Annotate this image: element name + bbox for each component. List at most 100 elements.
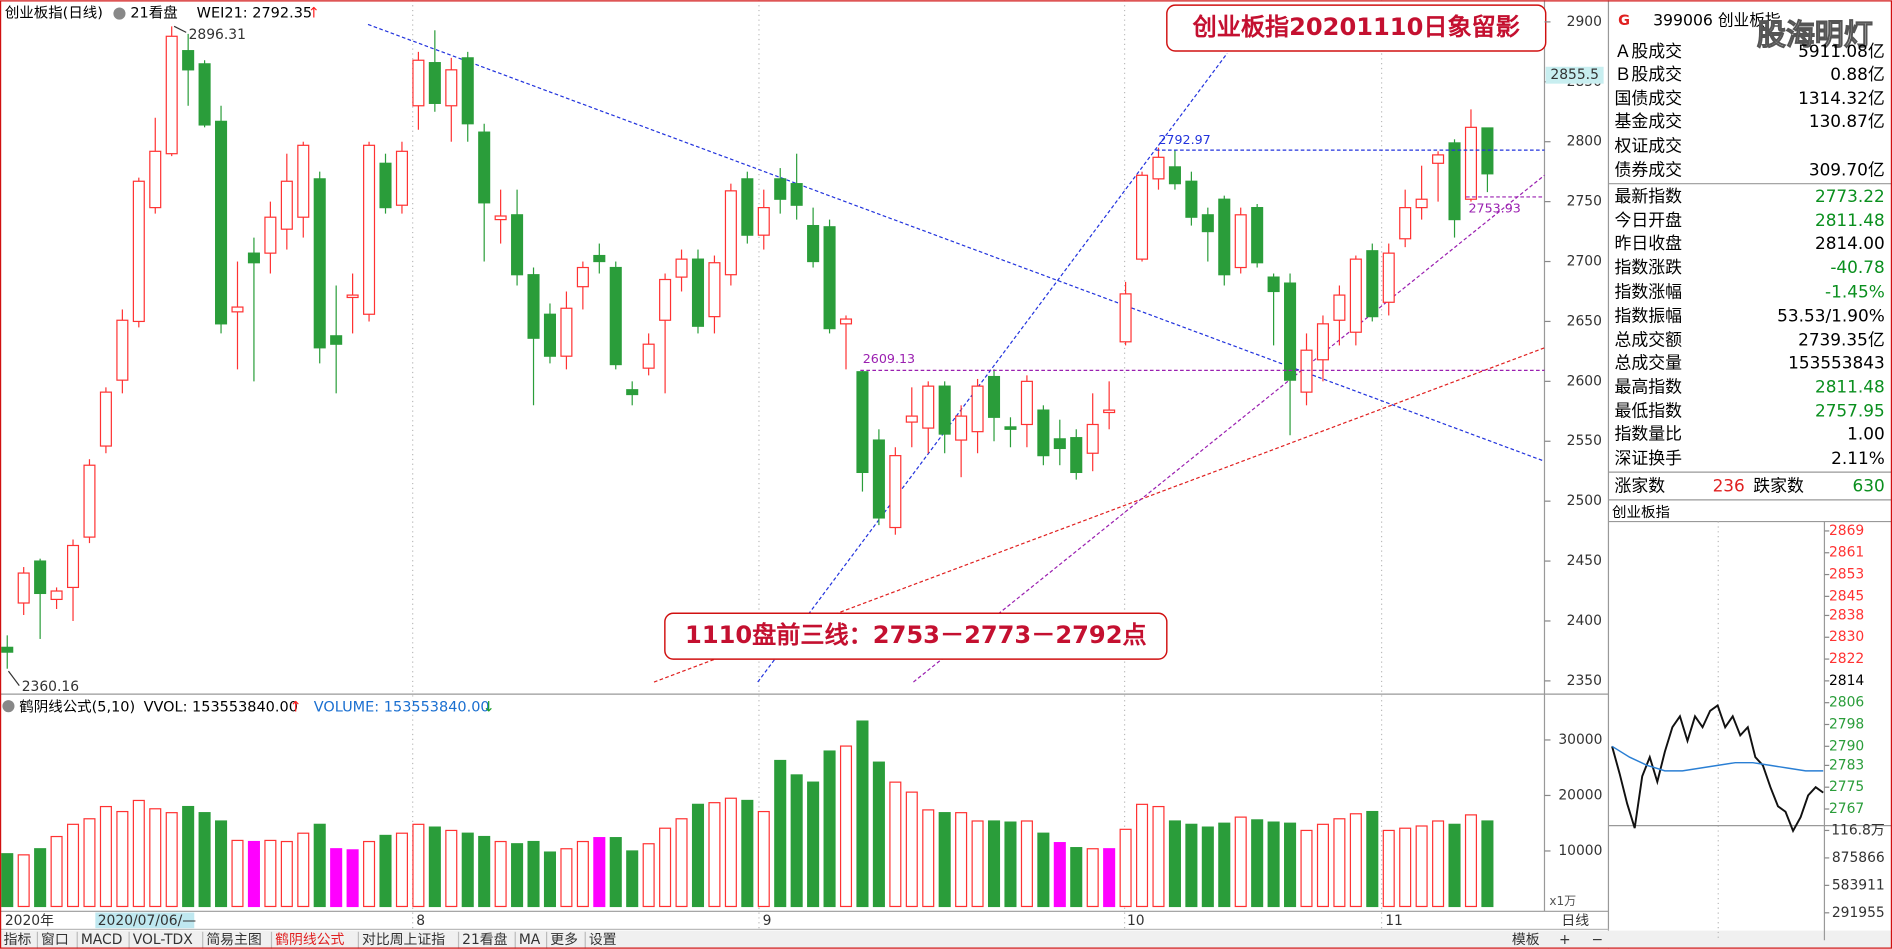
volume-bar (17, 854, 30, 908)
breadth-value: 630 (1853, 476, 1885, 496)
toolbar-tab[interactable]: MA (519, 932, 541, 948)
volume-bar (1333, 818, 1346, 908)
row-value: 1.00 (1847, 424, 1885, 444)
candle-body (1349, 258, 1362, 333)
candle-body (659, 278, 672, 321)
toolbar-tab[interactable]: MACD (81, 932, 123, 948)
candle-body (1415, 198, 1428, 209)
row-value: 153553843 (1788, 352, 1885, 372)
y-tick-label: 20000 (1558, 787, 1602, 803)
row-label: 指数量比 (1614, 424, 1682, 444)
y-tick-label: 2869 (1829, 523, 1864, 539)
candle-body (807, 224, 820, 263)
toolbar-button[interactable]: + (1559, 932, 1571, 948)
volume-bar (1284, 822, 1297, 908)
low-pointer (7, 670, 20, 686)
volume-bar (922, 809, 935, 908)
candle-body (708, 262, 721, 318)
candle-body (560, 307, 573, 357)
toolbar-tab[interactable]: 21看盘 (462, 931, 507, 948)
intraday-line (1611, 745, 1824, 772)
vvol-arrow: ↑ (290, 699, 302, 715)
volume-bar (34, 848, 47, 908)
candle-body (379, 162, 392, 209)
candle-body (1053, 438, 1066, 450)
volume-bar (215, 820, 228, 908)
period-label[interactable]: 日线 (1561, 913, 1589, 929)
candle-body (247, 252, 260, 264)
volume-bar (560, 848, 573, 908)
candle-body (1448, 142, 1461, 221)
breadth-label: 跌家数 (1753, 476, 1804, 496)
candle-body (642, 343, 655, 369)
volume-bar (691, 803, 705, 908)
volume-bar (1168, 820, 1181, 908)
row-label: 今日开盘 (1614, 210, 1682, 230)
candle-body (428, 62, 441, 104)
toolbar-tab[interactable]: 简易主图 (206, 931, 261, 948)
candle-body (1086, 423, 1099, 454)
y-tick-label: 116.8万 (1831, 822, 1885, 838)
y-tick-label: 2400 (1567, 613, 1602, 629)
candle-body (116, 319, 129, 381)
volume-bar (955, 812, 968, 908)
volume-bar (1366, 810, 1379, 908)
row-label: 昨日收盘 (1614, 233, 1682, 253)
high-label: 2896.31 (189, 27, 246, 43)
volume-bar (626, 850, 639, 908)
y-tick-label: 2798 (1829, 716, 1864, 732)
current-price: 2855.5 (1550, 67, 1599, 83)
toolbar-tab[interactable]: VOL-TDX (133, 932, 193, 948)
volume-bar (856, 720, 869, 908)
candle-body (363, 144, 376, 315)
toolbar-tab[interactable]: 指标 (4, 932, 32, 948)
settings-icon[interactable] (2, 700, 15, 713)
candle-body (198, 63, 211, 126)
toolbar-tab[interactable]: 鹤阴线公式 (275, 932, 344, 948)
volume-bar (757, 810, 770, 908)
y-tick-label: 2790 (1829, 738, 1864, 754)
volume-bar (724, 797, 737, 908)
candle-body (1218, 198, 1231, 276)
candle-body (165, 35, 178, 155)
level-label: 2609.13 (863, 351, 915, 366)
volume-bar (1053, 842, 1066, 908)
formula-name: 鹤阴线公式(5,10) (19, 698, 135, 715)
candle-body (494, 215, 507, 221)
toolbar-tab[interactable]: 对比周上证指 (362, 932, 445, 948)
y-tick-label: 2650 (1567, 313, 1602, 329)
candle-body (461, 57, 474, 125)
high-pointer (173, 25, 187, 33)
volume-bar (412, 823, 425, 908)
volume-bar (987, 820, 1001, 908)
row-value: 5911.08亿 (1798, 41, 1885, 61)
settings-icon[interactable] (113, 7, 126, 20)
candle-body (34, 560, 47, 595)
volume-bar (1349, 813, 1362, 908)
candle-body (774, 178, 787, 200)
row-label: Ａ股成交 (1614, 41, 1682, 61)
volume-bar (313, 823, 326, 908)
y-tick-label: 2814 (1829, 673, 1864, 689)
row-label: 指数涨跌 (1614, 257, 1682, 277)
volume-bar (231, 839, 244, 908)
candle-body (543, 313, 557, 357)
volume-bar (609, 837, 622, 908)
volume-bar (1119, 828, 1132, 908)
trend-line (913, 174, 1545, 683)
toolbar-tab[interactable]: 窗口 (41, 931, 69, 948)
y-tick-label: 2830 (1829, 629, 1864, 645)
toolbar-tab[interactable]: 设置 (589, 932, 617, 948)
breadth-label: 涨家数 (1614, 476, 1665, 496)
row-value: -40.78 (1830, 257, 1884, 277)
row-label: 指数振幅 (1614, 305, 1682, 325)
tab-label: 21看盘 (130, 4, 177, 22)
candle-body (99, 391, 112, 447)
candle-body (1037, 409, 1050, 457)
toolbar-button[interactable]: − (1592, 932, 1604, 948)
toolbar-button[interactable]: 模板 (1512, 932, 1540, 948)
toolbar-tab[interactable]: 更多 (550, 931, 578, 948)
row-value: 1314.32亿 (1798, 88, 1885, 108)
volume-bar (905, 791, 918, 908)
volume-bar (823, 750, 836, 908)
